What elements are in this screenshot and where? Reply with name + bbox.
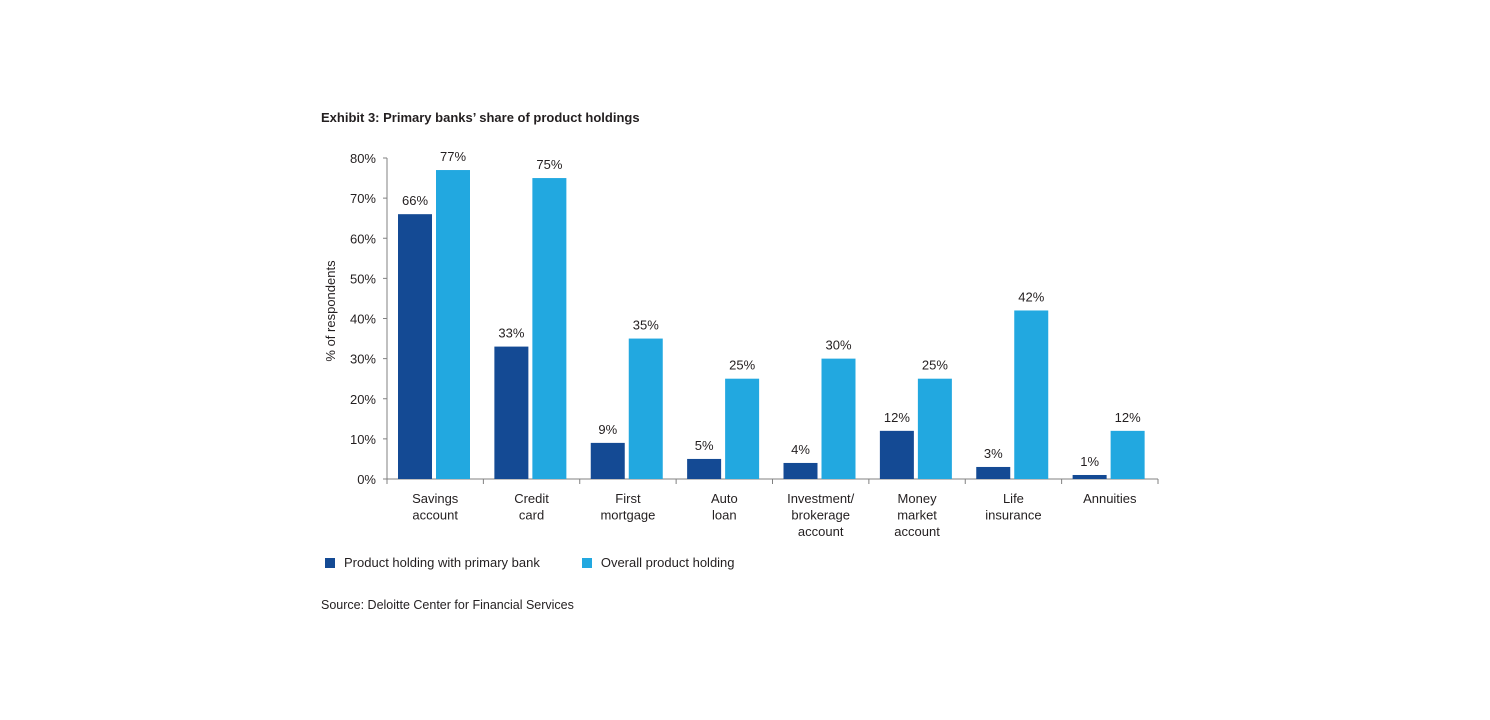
x-tick-label-line: Credit [514, 491, 549, 506]
bar [628, 338, 663, 479]
y-tick-label: 10% [350, 432, 376, 447]
x-tick-label-line: account [798, 524, 844, 539]
x-tick-label-line: loan [712, 508, 737, 523]
x-tick-label: Life insurance [985, 491, 1041, 523]
y-tick-label: 20% [350, 392, 376, 407]
x-tick-label-line: Investment/ [787, 491, 855, 506]
x-tick-label-line: insurance [985, 508, 1041, 523]
data-label: 1% [1080, 454, 1099, 469]
x-tick-label: Savings account [412, 491, 459, 523]
bar [1110, 430, 1145, 479]
legend-item-overall: Overall product holding [581, 555, 735, 570]
data-label: 12% [1115, 410, 1141, 425]
data-label: 4% [791, 442, 810, 457]
y-tick-label: 80% [350, 151, 376, 166]
data-label: 3% [984, 446, 1003, 461]
y-tick-label: 50% [350, 271, 376, 286]
data-label: 77% [440, 149, 466, 164]
x-tick-label-line: account [894, 524, 940, 539]
x-tick-label-line: card [519, 508, 544, 523]
x-tick-label-line: account [412, 508, 458, 523]
x-tick-label: Investment/brokerage account [787, 491, 855, 539]
data-label: 33% [498, 326, 524, 341]
y-tick-label: 60% [350, 231, 376, 246]
data-label: 30% [825, 338, 851, 353]
bar [1072, 474, 1107, 479]
x-tick-label-line: brokerage [791, 508, 850, 523]
x-tick-label-line: mortgage [600, 508, 655, 523]
chart-title: Exhibit 3: Primary banks’ share of produ… [321, 110, 640, 125]
legend-swatch-overall [581, 557, 592, 568]
bar [1014, 310, 1049, 479]
bar [917, 378, 952, 479]
bar [976, 466, 1011, 479]
y-tick-label: 30% [350, 352, 376, 367]
labels: 66% 77% Savings account 33% 75% Credit card 9% 35… [402, 149, 1141, 539]
legend: Product holding with primary bank Overal… [325, 555, 777, 570]
x-tick-label-line: Money [898, 491, 938, 506]
bar [590, 442, 625, 479]
legend-label-overall: Overall product holding [600, 555, 735, 570]
x-tick-label: First mortgage [600, 491, 655, 523]
source-note: Source: Deloitte Center for Financial Se… [321, 598, 574, 612]
data-label: 25% [729, 358, 755, 373]
bar [783, 462, 818, 479]
axes: 0% 10% 20% 30% 40% 50% 60% 70% 80% % of responden… [323, 151, 1159, 487]
legend-swatch-primary [325, 557, 335, 568]
legend-item-primary: Product holding with primary bank [325, 555, 540, 570]
bar [436, 170, 470, 479]
x-tick-label-line: Life [1003, 491, 1024, 506]
data-label: 42% [1018, 289, 1044, 304]
y-tick-label: 0% [357, 472, 376, 487]
x-tick-label: Credit card [514, 491, 549, 523]
x-tick-label: Auto loan [711, 491, 738, 523]
x-tick-label-line: market [897, 508, 937, 523]
data-label: 75% [536, 157, 562, 172]
data-label: 35% [633, 318, 659, 333]
y-axis-title: % of respondents [323, 260, 338, 362]
bars [398, 170, 1145, 480]
bar [879, 430, 914, 479]
x-tick-label: Annuities [1083, 491, 1137, 506]
data-label: 12% [884, 410, 910, 425]
x-tick-label-line: Auto [711, 491, 738, 506]
bar [532, 178, 567, 479]
bar [398, 214, 432, 480]
y-tick-label: 70% [350, 191, 376, 206]
bar [821, 358, 856, 479]
data-label: 9% [598, 422, 617, 437]
bar [687, 458, 722, 479]
x-tick-label-line: Annuities [1083, 491, 1137, 506]
x-tick-label-line: First [615, 491, 641, 506]
y-tick-label: 40% [350, 312, 376, 327]
bar [494, 346, 529, 479]
data-label: 66% [402, 193, 428, 208]
bar [725, 378, 760, 479]
legend-label-primary: Product holding with primary bank [344, 555, 540, 570]
x-tick-label: Money market account [894, 491, 940, 539]
data-label: 5% [695, 438, 714, 453]
data-label: 25% [922, 358, 948, 373]
x-tick-label-line: Savings [412, 491, 459, 506]
